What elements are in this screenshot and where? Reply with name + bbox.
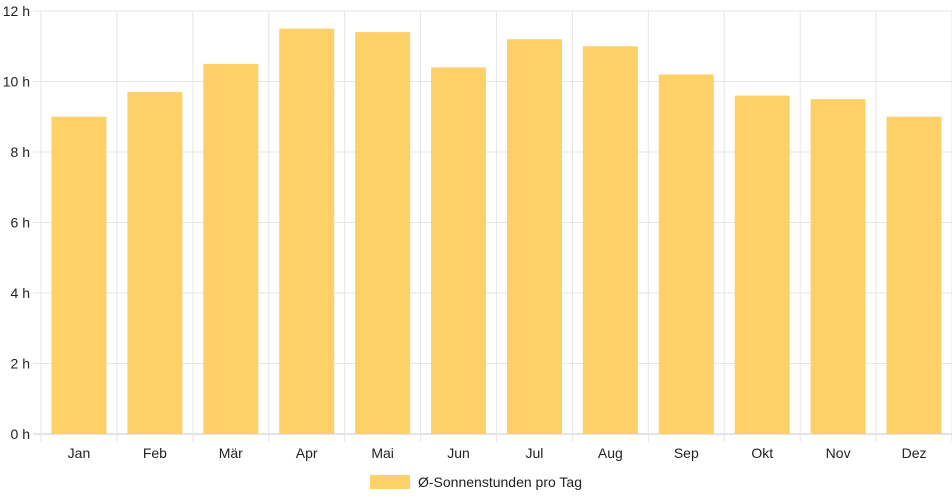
- y-tick-label: 0 h: [11, 426, 30, 442]
- bar-feb[interactable]: [127, 92, 183, 434]
- x-tick-label: Sep: [674, 445, 699, 461]
- x-tick-label: Mai: [371, 445, 394, 461]
- grid: [33, 10, 952, 442]
- legend-label[interactable]: Ø-Sonnenstunden pro Tag: [418, 474, 582, 490]
- x-tick-label: Mär: [219, 445, 243, 461]
- x-tick-label: Feb: [143, 445, 167, 461]
- x-tick-label: Nov: [826, 445, 851, 461]
- bar-nov[interactable]: [810, 99, 866, 434]
- x-tick-label: Aug: [598, 445, 623, 461]
- y-tick-label: 6 h: [11, 215, 30, 231]
- bar-mär[interactable]: [203, 63, 259, 434]
- x-tick-label: Jan: [68, 445, 91, 461]
- bar-dez[interactable]: [886, 116, 942, 434]
- bar-jan[interactable]: [51, 116, 107, 434]
- y-tick-label: 8 h: [11, 144, 30, 160]
- x-tick-label: Okt: [751, 445, 773, 461]
- x-axis: Jan Feb Mär Apr Mai Jun Jul Aug Sep Okt Nov Dez: [68, 445, 927, 461]
- y-tick-label: 10 h: [3, 74, 30, 90]
- x-tick-label: Apr: [296, 445, 318, 461]
- y-tick-label: 4 h: [11, 285, 30, 301]
- y-axis: 0 h 2 h 4 h 6 h 8 h 10 h 12 h: [3, 3, 30, 442]
- bars: [51, 28, 942, 435]
- y-tick-label: 2 h: [11, 356, 30, 372]
- x-tick-label: Dez: [902, 445, 927, 461]
- bar-mai[interactable]: [355, 32, 411, 435]
- legend[interactable]: Ø-Sonnenstunden pro Tag: [370, 474, 582, 490]
- x-tick-label: Jun: [447, 445, 470, 461]
- bar-jul[interactable]: [506, 39, 562, 434]
- bar-apr[interactable]: [279, 28, 335, 434]
- bar-okt[interactable]: [734, 95, 790, 434]
- bar-aug[interactable]: [582, 46, 638, 434]
- bar-jun[interactable]: [431, 67, 487, 435]
- x-tick-label: Jul: [526, 445, 544, 461]
- legend-swatch[interactable]: [370, 475, 410, 489]
- bar-sep[interactable]: [658, 74, 714, 434]
- y-tick-label: 12 h: [3, 3, 30, 19]
